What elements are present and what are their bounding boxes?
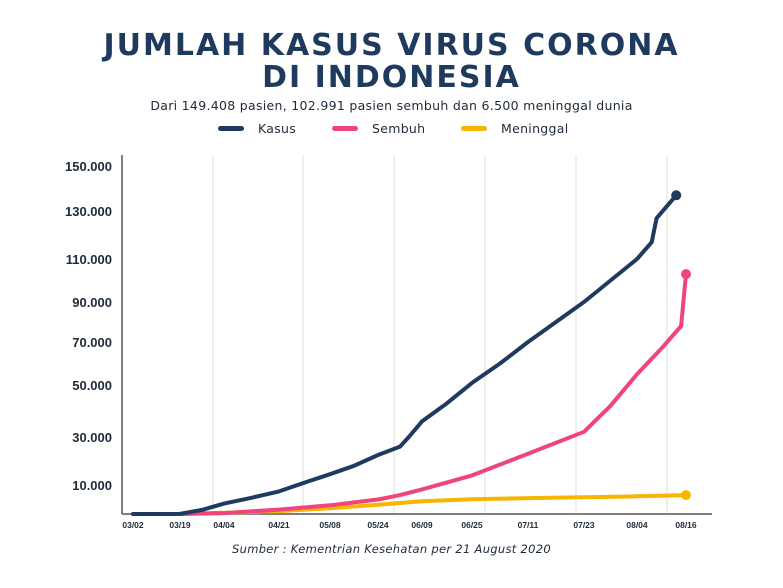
y-tick-label: 70.000 bbox=[72, 335, 112, 350]
x-tick-label: 04/21 bbox=[268, 520, 290, 530]
y-tick-label: 130.000 bbox=[65, 204, 112, 219]
series-line-sembuh bbox=[131, 272, 688, 516]
x-tick-label: 04/04 bbox=[213, 520, 235, 530]
x-tick-label: 06/09 bbox=[411, 520, 433, 530]
x-tick-label: 08/16 bbox=[675, 520, 697, 530]
x-tick-label: 03/02 bbox=[122, 520, 144, 530]
legend-item-kasus: Kasus bbox=[218, 118, 296, 138]
legend-label-kasus: Kasus bbox=[258, 120, 297, 136]
x-tick-label: 06/25 bbox=[461, 520, 483, 530]
legend-swatch-kasus bbox=[218, 125, 244, 131]
chart-legend: Kasus Sembuh Meninggal bbox=[0, 118, 783, 138]
y-tick-label: 30.000 bbox=[72, 430, 112, 445]
x-tick-label: 05/08 bbox=[319, 520, 341, 530]
series-end-point-meninggal bbox=[681, 490, 691, 501]
legend-label-meninggal: Meninggal bbox=[501, 120, 569, 136]
y-tick-label: 110.000 bbox=[66, 252, 112, 267]
chart-title-line-2: DI INDONESIA bbox=[262, 60, 521, 95]
x-tick-label: 08/04 bbox=[626, 520, 648, 530]
x-tick-label: 07/11 bbox=[518, 520, 539, 530]
source-note: Sumber : Kementrian Kesehatan per 21 Aug… bbox=[232, 542, 551, 556]
chart-title-line-1: JUMLAH KASUS VIRUS CORONA bbox=[103, 28, 680, 63]
legend-item-sembuh: Sembuh bbox=[332, 118, 425, 138]
y-tick-label: 150.000 bbox=[65, 159, 112, 174]
legend-swatch-sembuh bbox=[332, 125, 358, 131]
x-tick-label: 05/24 bbox=[367, 520, 389, 530]
y-tick-label: 50.000 bbox=[72, 378, 112, 393]
x-tick-label: 03/19 bbox=[169, 520, 191, 530]
y-tick-label: 90.000 bbox=[72, 295, 112, 310]
y-tick-label: 10.000 bbox=[72, 478, 112, 493]
chart-subtitle: Dari 149.408 pasien, 102.991 pasien semb… bbox=[150, 98, 633, 113]
x-tick-label: 07/23 bbox=[573, 520, 595, 530]
series-line-kasus bbox=[131, 193, 679, 516]
series-end-point-sembuh bbox=[681, 269, 691, 280]
legend-swatch-meninggal bbox=[461, 125, 487, 131]
legend-item-meninggal: Meninggal bbox=[461, 118, 569, 138]
series-end-point-kasus bbox=[671, 190, 682, 201]
legend-label-sembuh: Sembuh bbox=[372, 120, 426, 136]
